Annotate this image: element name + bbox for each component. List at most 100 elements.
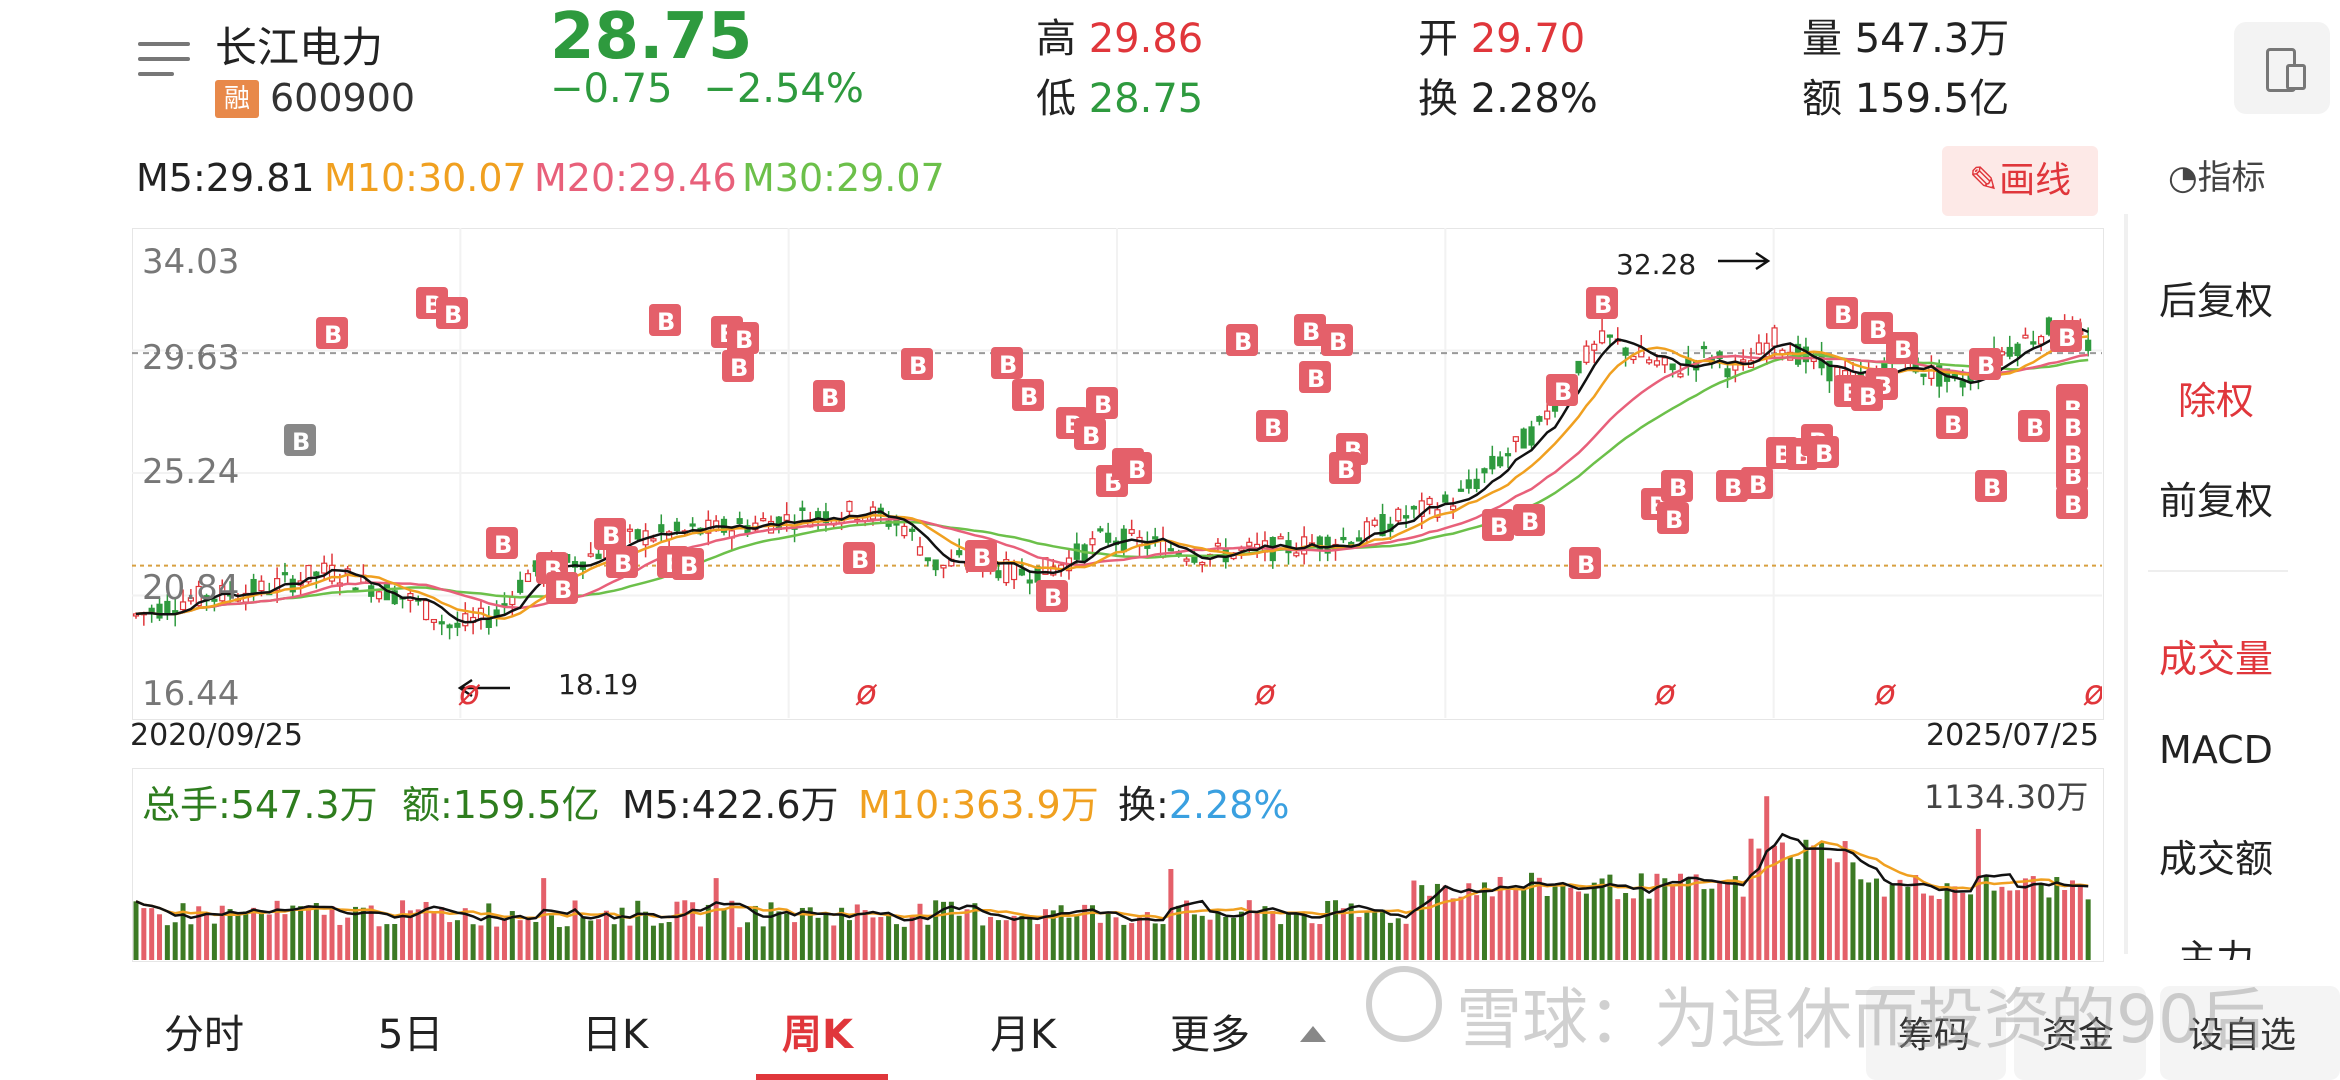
candle-body bbox=[446, 624, 453, 629]
volume-bar bbox=[329, 906, 335, 960]
candle-body bbox=[932, 559, 939, 571]
volume-bar bbox=[823, 913, 829, 960]
candle-body bbox=[1097, 528, 1104, 532]
volume-bar bbox=[901, 926, 907, 960]
buy-marker-label: B bbox=[973, 544, 991, 572]
chips-button[interactable]: 筹码 bbox=[1898, 1015, 1971, 1056]
volume-bar bbox=[1325, 900, 1331, 960]
volume-bar bbox=[784, 913, 790, 960]
volume-bar bbox=[1137, 917, 1143, 960]
volume-bar bbox=[298, 906, 304, 960]
open-label: 开 bbox=[1418, 16, 1458, 62]
menu-icon[interactable] bbox=[138, 42, 190, 86]
volume-bar bbox=[2054, 877, 2060, 960]
volume-bar bbox=[1262, 906, 1268, 960]
buy-marker-label: B bbox=[2064, 441, 2082, 469]
candle-body bbox=[1026, 579, 1033, 584]
candle-body bbox=[1763, 342, 1770, 358]
candle-body bbox=[1152, 536, 1159, 540]
add-watchlist-button[interactable]: 设自选 bbox=[2188, 1015, 2297, 1056]
side-item-ex-rights[interactable]: 除权 bbox=[2177, 379, 2254, 423]
volume-bar bbox=[133, 901, 139, 960]
volume-bar bbox=[995, 920, 1001, 960]
candle-body bbox=[760, 518, 767, 522]
volume-bar bbox=[533, 921, 539, 960]
device-switch-button[interactable] bbox=[2234, 22, 2330, 114]
volume-bar bbox=[1144, 912, 1150, 960]
side-item-post-adjusted[interactable]: 后复权 bbox=[2158, 279, 2273, 323]
volume-bar bbox=[854, 904, 860, 960]
buy-marker-label: B bbox=[821, 384, 839, 412]
volume-bar bbox=[235, 914, 241, 960]
tab-monthly-k[interactable]: 月K bbox=[990, 1012, 1057, 1058]
volume-bar bbox=[1662, 878, 1668, 960]
tab-intraday[interactable]: 分时 bbox=[164, 1012, 244, 1058]
volume-bar bbox=[368, 905, 374, 960]
volume-bar bbox=[282, 914, 288, 960]
candle-body bbox=[321, 562, 328, 574]
candle-body bbox=[634, 529, 641, 540]
buy-marker-icon bbox=[594, 518, 626, 550]
candle-body bbox=[1575, 360, 1582, 374]
more-arrow-icon bbox=[1300, 1026, 1326, 1042]
side-item-turnover-amount[interactable]: 成交额 bbox=[2158, 837, 2273, 881]
open-stat: 开 29.70 bbox=[1418, 6, 1585, 64]
side-item-macd[interactable]: MACD bbox=[2159, 728, 2273, 772]
volume-bar bbox=[305, 905, 311, 960]
buy-marker-label: B bbox=[1983, 474, 2001, 502]
buy-marker-icon bbox=[436, 297, 468, 329]
candle-body bbox=[195, 585, 202, 607]
tab-daily-k[interactable]: 日K bbox=[582, 1012, 649, 1058]
tab-5day[interactable]: 5日 bbox=[378, 1012, 444, 1058]
change-percent: −2.54% bbox=[703, 66, 864, 112]
tab-more[interactable]: 更多 bbox=[1170, 1012, 1250, 1058]
draw-line-button[interactable]: ✎画线 bbox=[1942, 146, 2098, 216]
volume-bar bbox=[737, 927, 743, 960]
volume-bar bbox=[1074, 914, 1080, 960]
side-item-main-force[interactable]: 主力 bbox=[2177, 937, 2254, 960]
buy-marker-icon bbox=[284, 424, 316, 456]
volume-bar bbox=[1246, 900, 1252, 960]
buy-marker-icon bbox=[2056, 410, 2088, 442]
indicator-button[interactable]: ◔指标 bbox=[2168, 150, 2266, 199]
candle-body bbox=[1128, 529, 1135, 534]
draw-line-label: 画线 bbox=[1999, 160, 2072, 201]
candle-body bbox=[1598, 330, 1606, 344]
buy-marker-label: B bbox=[292, 428, 310, 456]
volume-bar bbox=[1881, 896, 1887, 960]
volume-bar bbox=[290, 905, 296, 960]
volume-bar bbox=[1403, 923, 1409, 960]
volume-bar bbox=[1536, 877, 1542, 960]
volume-chart[interactable] bbox=[132, 768, 2102, 960]
funds-button[interactable]: 资金 bbox=[2042, 1015, 2115, 1056]
candle-body bbox=[1630, 355, 1637, 361]
volume-bar bbox=[1638, 873, 1644, 960]
side-item-pre-adjusted[interactable]: 前复权 bbox=[2158, 479, 2273, 523]
volume-bar bbox=[925, 924, 931, 960]
buy-marker-label: B bbox=[2058, 324, 2076, 352]
candle-body bbox=[1520, 428, 1527, 449]
candle-body bbox=[1622, 347, 1629, 356]
buy-marker-label: B bbox=[1329, 328, 1347, 356]
tab-weekly-k[interactable]: 周K bbox=[782, 1012, 853, 1058]
high-arrow-icon bbox=[1718, 251, 1771, 271]
side-item-volume[interactable]: 成交量 bbox=[2158, 637, 2273, 681]
volume-m5: M5:422.6万 bbox=[622, 783, 839, 827]
stock-code: 600900 bbox=[270, 76, 416, 120]
volume-bar bbox=[1779, 842, 1785, 960]
volume-bar bbox=[353, 906, 359, 960]
chips-button-bg bbox=[1866, 986, 2006, 1080]
volume-bar bbox=[1850, 862, 1856, 960]
change-amount: −0.75 bbox=[550, 66, 673, 112]
volume-bar bbox=[1811, 845, 1817, 960]
candle-body bbox=[281, 572, 289, 576]
volume-bar bbox=[870, 917, 876, 960]
volume-bar bbox=[384, 924, 390, 960]
volume-bar bbox=[1772, 845, 1778, 960]
candle-body bbox=[1316, 536, 1323, 552]
side-panel bbox=[2124, 214, 2340, 954]
candle-body bbox=[626, 528, 634, 532]
buy-marker-icon bbox=[901, 348, 933, 380]
kline-chart[interactable]: øøøøøøBBBBBBBBBBBBBBBBBBBBBBBBBBBBBBBBBB… bbox=[132, 228, 2102, 718]
dividend-marker: ø bbox=[458, 673, 481, 713]
